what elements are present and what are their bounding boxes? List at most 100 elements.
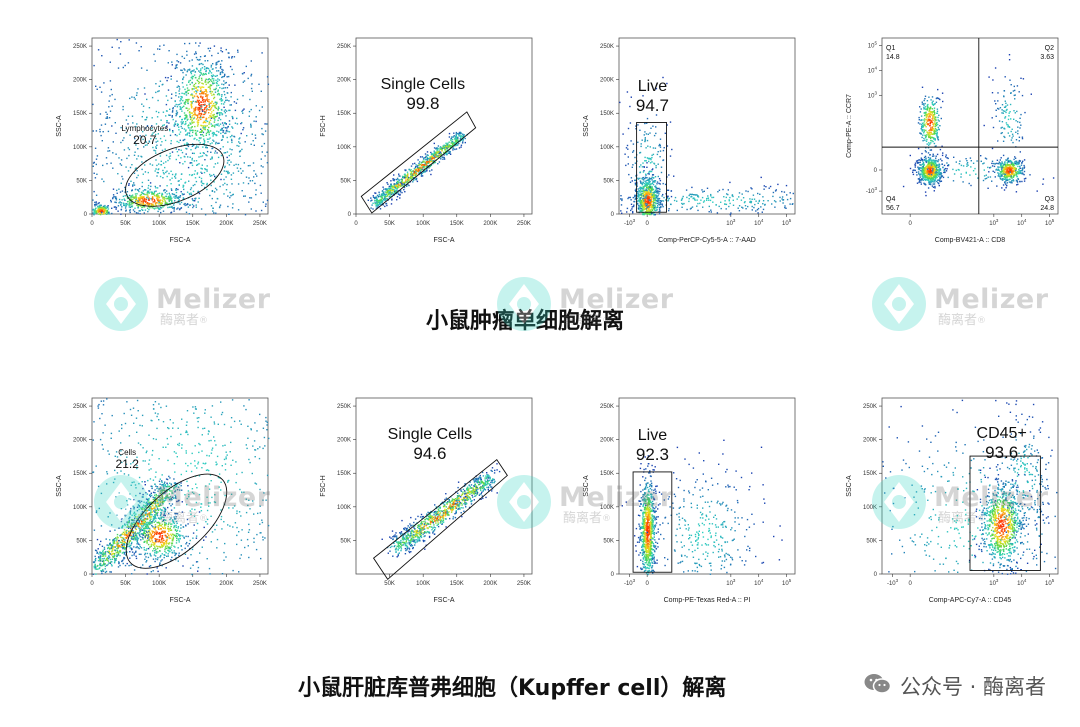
y-tick-label: 150K bbox=[600, 471, 614, 477]
chart-p7: -103 0 103 104 105 0 50K 100K 150K 200K 250K Comp-P… bbox=[583, 397, 796, 604]
x-tick-label: 105 bbox=[1045, 218, 1055, 227]
plot-frame bbox=[355, 37, 533, 215]
plot-frame bbox=[91, 37, 269, 215]
y-tick-label: 105 bbox=[868, 40, 878, 49]
gate-name: Live bbox=[638, 78, 667, 95]
y-tick-label: 150K bbox=[600, 111, 614, 117]
caption-bottom: 小鼠肝脏库普弗细胞（Kupffer cell）解离 bbox=[298, 676, 727, 701]
gate-value: 92.3 bbox=[636, 445, 669, 464]
quadrant-name: Q1 bbox=[886, 45, 895, 52]
x-tick-label: 50K bbox=[120, 221, 131, 227]
y-tick-label: 100K bbox=[337, 145, 351, 151]
y-axis-title: Comp-PE-A :: CCR7 bbox=[846, 94, 853, 158]
y-tick-label: 150K bbox=[73, 471, 87, 477]
y-tick-label: 200K bbox=[337, 438, 351, 444]
chart-p1: 0 50K 100K 150K 200K 250K 0 50K 100K 150K 200K 250K… bbox=[56, 37, 270, 244]
y-tick-label: 150K bbox=[73, 111, 87, 117]
x-tick-label: -103 bbox=[624, 218, 636, 227]
plot-frame bbox=[881, 37, 1059, 215]
x-tick-label: 0 bbox=[645, 581, 649, 587]
y-tick-label: 200K bbox=[337, 78, 351, 84]
gate-name: Cells bbox=[118, 448, 136, 457]
x-tick-label: 103 bbox=[726, 218, 736, 227]
chart-p2: 0 50K 100K 150K 200K 250K 0 50K 100K 150K 200K 250K… bbox=[320, 37, 533, 244]
y-tick-label: 200K bbox=[600, 78, 614, 84]
y-tick-label: 200K bbox=[73, 438, 87, 444]
x-tick-label: 103 bbox=[726, 578, 736, 587]
y-tick-label: 104 bbox=[868, 65, 878, 74]
gate-name: Lymphocytes bbox=[121, 124, 168, 133]
y-tick-label: 0 bbox=[611, 212, 615, 218]
wechat-icon bbox=[864, 672, 892, 701]
watermark-brand: Melizer bbox=[934, 283, 1049, 315]
plot-singlets-liver: 50K 100K 150K 200K 250K 50K 100K 150K 200K 250K FS… bbox=[312, 394, 542, 620]
chart-p6: 50K 100K 150K 200K 250K 50K 100K 150K 200K 250K FS… bbox=[320, 397, 533, 604]
x-tick-label: 104 bbox=[754, 578, 764, 587]
x-tick-label: 100K bbox=[416, 581, 430, 587]
gate-name: CD45+ bbox=[977, 425, 1027, 442]
x-tick-label: 0 bbox=[354, 221, 358, 227]
x-tick-label: 0 bbox=[645, 221, 649, 227]
y-tick-label: 100K bbox=[73, 145, 87, 151]
chart-p3: -103 0 103 104 105 0 50K 100K 150K 200K 250K Comp-P… bbox=[583, 37, 796, 244]
density-dots bbox=[619, 76, 794, 216]
x-tick-label: 100K bbox=[152, 221, 166, 227]
density-dots bbox=[902, 54, 1055, 197]
x-axis-title: FSC-A bbox=[434, 597, 455, 604]
x-tick-label: 104 bbox=[1017, 578, 1027, 587]
y-axis-title: FSC-H bbox=[320, 115, 327, 136]
plot-cd45: -103 0 103 104 105 0 50K 100K 150K 200K 250K Comp-A… bbox=[838, 394, 1068, 620]
y-tick-label: 0 bbox=[84, 212, 88, 218]
gate-name: Live bbox=[638, 427, 667, 444]
y-tick-label: 150K bbox=[337, 471, 351, 477]
y-tick-label: 250K bbox=[337, 44, 351, 50]
quadrant-value: 24.8 bbox=[1040, 205, 1054, 212]
x-tick-label: 50K bbox=[384, 221, 395, 227]
watermark-brand: Melizer bbox=[156, 283, 271, 315]
x-tick-label: 100K bbox=[416, 221, 430, 227]
registered-mark: ® bbox=[199, 315, 209, 326]
x-tick-label: -103 bbox=[887, 578, 899, 587]
gate-value: 20.7 bbox=[133, 133, 157, 147]
y-tick-label: 250K bbox=[863, 404, 877, 410]
density-dots bbox=[367, 131, 468, 210]
x-tick-label: 50K bbox=[120, 581, 131, 587]
gate-outline bbox=[969, 455, 1041, 571]
x-tick-label: 105 bbox=[782, 218, 792, 227]
gate-outline bbox=[360, 111, 477, 214]
chart-p5: 0 50K 100K 150K 200K 250K 0 50K 100K 150K 200K 250K… bbox=[56, 397, 270, 604]
gate-outline bbox=[632, 471, 673, 573]
watermark-sub: 酶离者® bbox=[938, 312, 987, 328]
y-tick-label: 103 bbox=[868, 90, 878, 99]
y-tick-label: 100K bbox=[337, 505, 351, 511]
gate-outline bbox=[125, 143, 225, 207]
chart-p8: -103 0 103 104 105 0 50K 100K 150K 200K 250K Comp-A… bbox=[846, 397, 1059, 604]
y-tick-label: 100K bbox=[600, 505, 614, 511]
watermark: Melizer 酶离者® bbox=[870, 275, 1049, 338]
x-tick-label: 105 bbox=[1045, 578, 1055, 587]
y-axis-title: SSC-A bbox=[56, 115, 63, 137]
x-tick-label: 150K bbox=[450, 221, 464, 227]
x-tick-label: 200K bbox=[219, 581, 233, 587]
y-tick-label: 50K bbox=[340, 538, 351, 544]
density-dots bbox=[621, 439, 783, 576]
source-footer: 公众号 · 酶离者 bbox=[864, 671, 1046, 701]
y-axis-title: SSC-A bbox=[583, 115, 590, 137]
gate-outline bbox=[636, 122, 667, 213]
y-tick-label: 250K bbox=[73, 44, 87, 50]
y-tick-label: 100K bbox=[600, 145, 614, 151]
gate-value: 21.2 bbox=[116, 457, 140, 471]
y-tick-label: 200K bbox=[73, 78, 87, 84]
y-axis-title: SSC-A bbox=[846, 475, 853, 497]
plot-frame bbox=[355, 397, 533, 575]
gate-outline bbox=[372, 458, 508, 580]
y-tick-label: 100K bbox=[863, 505, 877, 511]
y-tick-label: 0 bbox=[348, 212, 352, 218]
x-tick-label: 150K bbox=[186, 581, 200, 587]
x-tick-label: 0 bbox=[908, 221, 912, 227]
y-tick-label: 50K bbox=[76, 538, 87, 544]
x-tick-label: 200K bbox=[483, 581, 497, 587]
x-tick-label: 105 bbox=[782, 578, 792, 587]
melizer-logo-icon bbox=[92, 275, 150, 338]
